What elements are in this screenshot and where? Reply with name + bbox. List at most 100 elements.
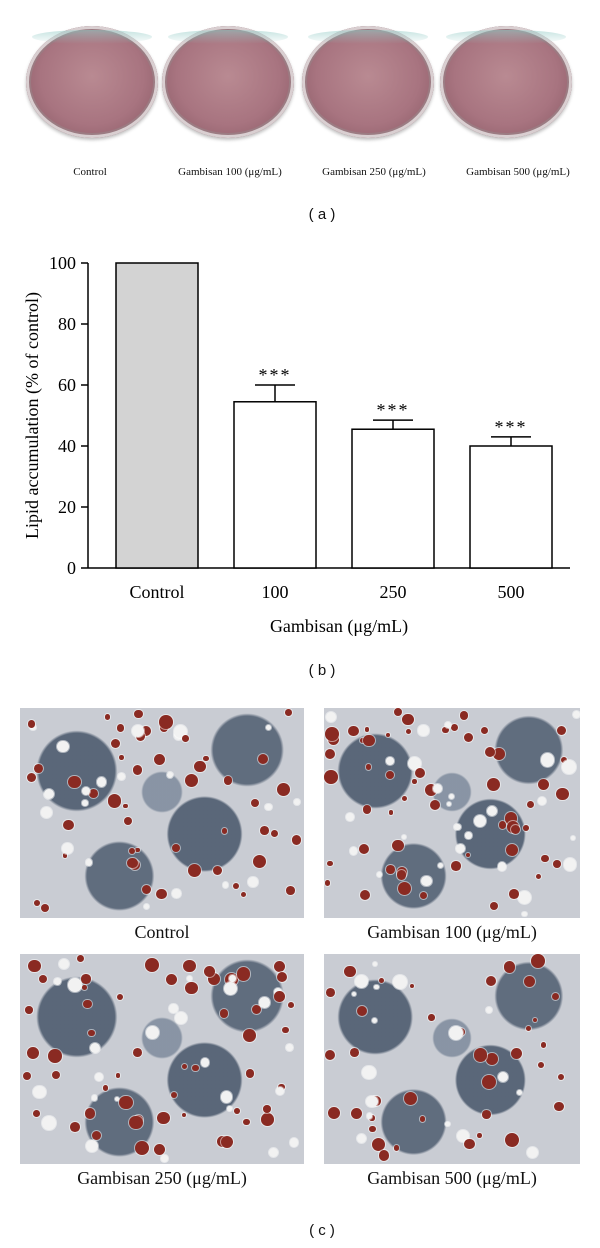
- lipid-droplet: [486, 806, 497, 817]
- lipid-droplet: [123, 803, 128, 809]
- lipid-droplet: [527, 1146, 539, 1158]
- lipid-droplet: [498, 821, 507, 829]
- lipid-droplet: [523, 825, 529, 831]
- lipid-droplet: [159, 714, 173, 729]
- lipid-droplet: [480, 726, 489, 734]
- lipid-droplet: [68, 978, 82, 993]
- lipid-droplet: [572, 710, 580, 718]
- lipid-droplet: [142, 885, 152, 895]
- lipid-droplet: [324, 748, 336, 760]
- lipid-droplet: [144, 957, 159, 972]
- lipid-droplet: [171, 843, 180, 852]
- lipid-droplet: [89, 1042, 100, 1054]
- micrograph-gambisan-250: [20, 954, 304, 1164]
- lipid-droplet: [194, 761, 206, 773]
- lipid-droplet: [409, 983, 414, 988]
- lipid-droplet: [473, 1048, 488, 1062]
- lipid-droplet: [43, 788, 54, 799]
- lipid-droplet: [23, 1071, 32, 1080]
- lipid-droplet: [202, 755, 209, 762]
- lipid-droplet: [92, 1130, 102, 1140]
- lipid-droplet: [203, 965, 215, 977]
- lipid-droplet: [154, 753, 166, 765]
- lipid-droplet: [357, 1005, 368, 1016]
- lipid-droplet: [385, 770, 394, 779]
- lipid-droplet: [85, 859, 93, 866]
- significance-label: ***: [495, 417, 528, 437]
- bar: [351, 428, 435, 569]
- lipid-droplet: [227, 1106, 233, 1112]
- lipid-droplet: [220, 1091, 233, 1103]
- lipid-droplet: [378, 1150, 390, 1161]
- lipid-droplet: [457, 1129, 470, 1142]
- lipid-droplet: [223, 882, 229, 888]
- lipid-droplet: [325, 711, 337, 723]
- lipid-droplet: [241, 891, 247, 897]
- lipid-droplet: [401, 796, 408, 802]
- lipid-droplet: [450, 723, 459, 732]
- lipid-droplet: [32, 1085, 46, 1099]
- lipid-droplet: [527, 801, 535, 809]
- lipid-droplet: [132, 725, 145, 738]
- lipid-droplet: [183, 959, 196, 972]
- lipid-droplet: [371, 1137, 385, 1151]
- x-tick-label: 500: [498, 582, 525, 602]
- lipid-droplet: [251, 798, 260, 808]
- micrograph-caption-control: Control: [134, 922, 190, 942]
- lipid-droplet: [407, 756, 421, 770]
- lipid-droplet: [116, 724, 125, 732]
- lipid-droplet: [86, 1140, 99, 1153]
- lipid-droplet: [294, 799, 300, 805]
- lipid-droplet: [556, 787, 569, 801]
- lipid-droplet: [448, 793, 454, 799]
- y-axis-label: Lipid accumulation (% of control): [22, 292, 43, 539]
- dish-label-gambisan-250: Gambisan 250 (μg/mL): [322, 166, 426, 178]
- lipid-droplet: [135, 732, 146, 742]
- lipid-droplet: [170, 1091, 178, 1099]
- lipid-droplet: [282, 1026, 289, 1033]
- lipid-droplet: [156, 888, 167, 900]
- lipid-droplet: [274, 960, 286, 973]
- lipid-droplet: [406, 728, 412, 734]
- lipid-droplet: [537, 796, 547, 806]
- lipid-droplet: [465, 853, 471, 858]
- y-tick-label: 80: [58, 314, 76, 334]
- lipid-droplet: [368, 1125, 376, 1133]
- lipid-droplet: [477, 1133, 482, 1138]
- lipid-droplet: [260, 826, 269, 835]
- x-tick-label: 250: [380, 582, 407, 602]
- lipid-droplet: [412, 779, 417, 784]
- lipid-droplet: [169, 1004, 178, 1013]
- lipid-droplet: [129, 1116, 143, 1130]
- panel-b-letter: ( b ): [308, 662, 336, 679]
- lipid-droplet: [460, 711, 469, 720]
- lipid-droplet: [525, 1026, 531, 1032]
- lipid-droplet: [232, 882, 240, 890]
- lipid-droplet: [524, 976, 536, 988]
- lipid-droplet: [243, 1029, 257, 1043]
- lipid-droplet: [289, 1138, 299, 1148]
- lipid-droplet: [119, 1095, 133, 1110]
- lipid-droplet: [135, 847, 140, 853]
- lipid-droplet: [359, 889, 371, 900]
- lipid-droplet: [200, 1058, 210, 1067]
- lipid-droplet: [511, 1048, 523, 1060]
- lipid-droplet: [275, 1086, 285, 1096]
- micrograph-caption-gambisan-250: Gambisan 250 (μg/mL): [77, 1168, 247, 1188]
- lipid-droplet: [504, 1133, 519, 1148]
- lipid-droplet: [221, 1136, 234, 1149]
- lipid-droplet: [182, 734, 190, 742]
- lipid-droplet: [25, 1006, 33, 1014]
- significance-label: ***: [377, 400, 410, 420]
- lipid-droplet: [346, 813, 355, 821]
- lipid-droplet: [88, 788, 98, 798]
- lipid-droplet: [271, 829, 279, 837]
- lipid-droplet: [286, 1043, 294, 1051]
- lipid-droplet: [327, 860, 333, 867]
- lipid-droplet: [252, 855, 267, 869]
- bar: [233, 401, 317, 569]
- lipid-droplet: [63, 819, 74, 831]
- lipid-droplet: [537, 778, 549, 790]
- lipid-droplet: [361, 1065, 376, 1080]
- lipid-droplet: [146, 1025, 159, 1039]
